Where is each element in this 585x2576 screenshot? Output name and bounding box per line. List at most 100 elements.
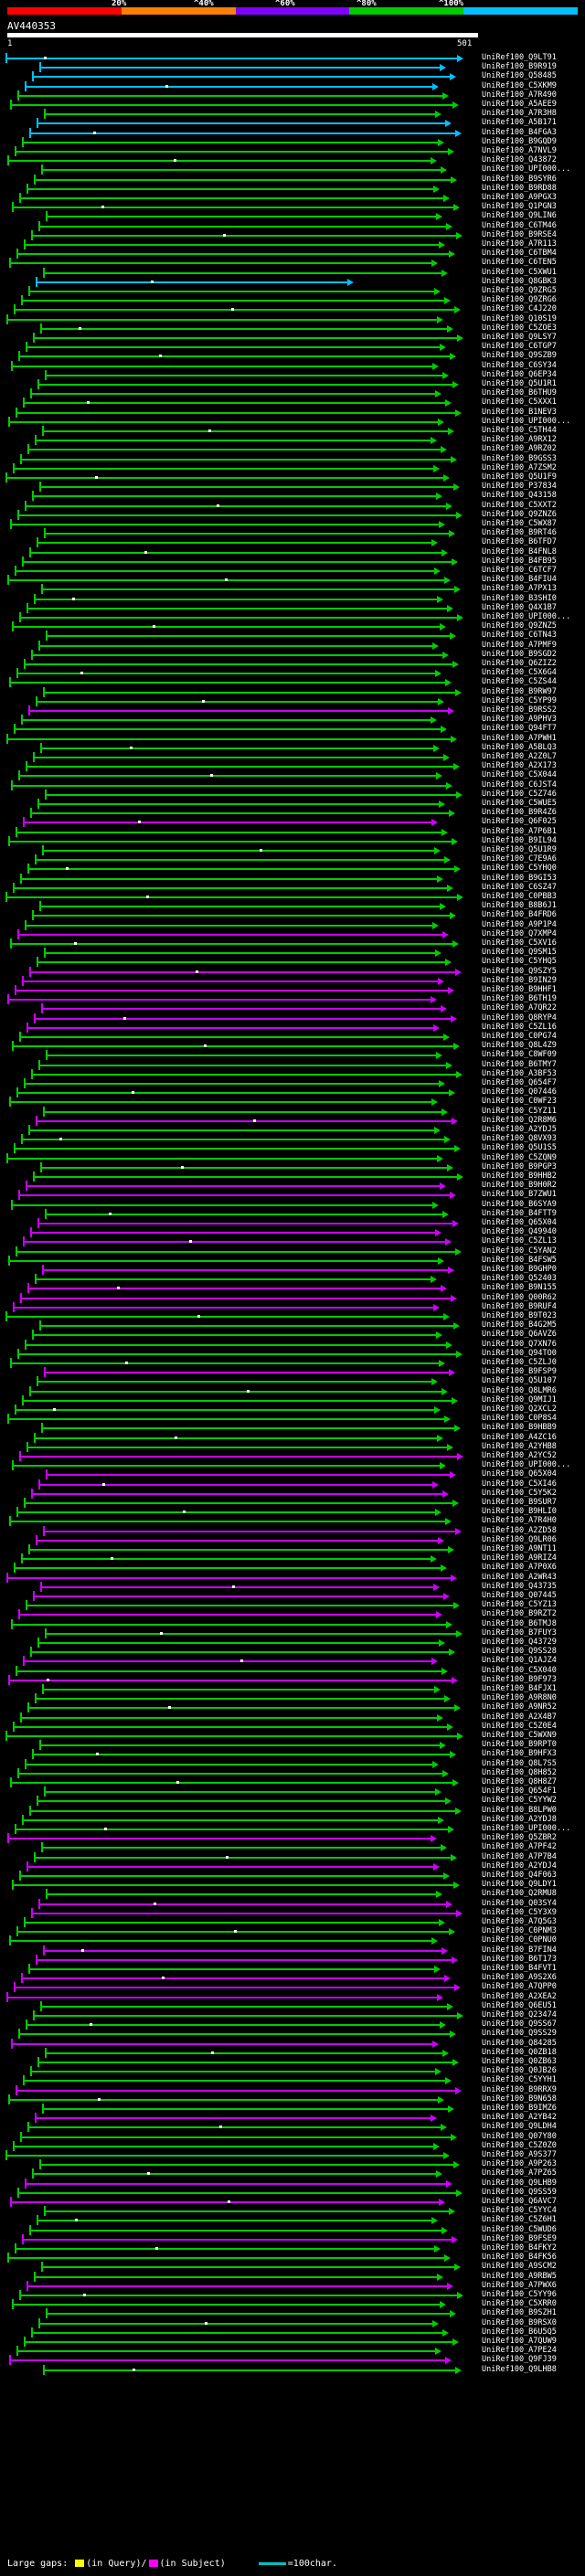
hit-name[interactable]: UniRef100_A9RZ02: [482, 444, 557, 454]
hit-row[interactable]: UniRef100_P37834: [0, 482, 585, 493]
hit-row[interactable]: UniRef100_A2YDJ4: [0, 1860, 585, 1871]
hit-name[interactable]: UniRef100_A2YDJ5: [482, 1125, 557, 1134]
hit-name[interactable]: UniRef100_Q4F063: [482, 1871, 557, 1880]
hit-name[interactable]: UniRef100_Q1AJZ4: [482, 1656, 557, 1666]
hit-row[interactable]: UniRef100_B9SYR6: [0, 174, 585, 185]
hit-row[interactable]: UniRef100_Q9LDH4: [0, 2122, 585, 2133]
hit-row[interactable]: UniRef100_B9IL94: [0, 835, 585, 846]
hit-row[interactable]: UniRef100_Q8L4Z9: [0, 1041, 585, 1052]
hit-row[interactable]: UniRef100_C6SY34: [0, 360, 585, 371]
hit-name[interactable]: UniRef100_A7NVL9: [482, 146, 557, 155]
hit-name[interactable]: UniRef100_B6SYA9: [482, 1199, 557, 1209]
hit-row[interactable]: UniRef100_C5WUE5: [0, 799, 585, 809]
hit-row[interactable]: UniRef100_B6U5Q5: [0, 2327, 585, 2337]
hit-row[interactable]: UniRef100_B9HHF1: [0, 985, 585, 995]
hit-row[interactable]: UniRef100_Q9SZY5: [0, 966, 585, 977]
hit-row[interactable]: UniRef100_B9FSE9: [0, 2233, 585, 2244]
hit-name[interactable]: UniRef100_B9RSX0: [482, 2317, 557, 2327]
hit-name[interactable]: UniRef100_A9PHV3: [482, 715, 557, 725]
hit-name[interactable]: UniRef100_C5YZ13: [482, 1600, 557, 1610]
hit-row[interactable]: UniRef100_Q5U1S5: [0, 1143, 585, 1154]
hit-name[interactable]: UniRef100_A2YB42: [482, 2113, 557, 2123]
hit-row[interactable]: UniRef100_B9RSE4: [0, 229, 585, 240]
hit-name[interactable]: UniRef100_Q9LR06: [482, 1534, 557, 1544]
hit-row[interactable]: UniRef100_C5XI46: [0, 1479, 585, 1489]
hit-row[interactable]: UniRef100_B9RSX0: [0, 2317, 585, 2328]
hit-name[interactable]: UniRef100_C5YZ11: [482, 1106, 557, 1116]
hit-name[interactable]: UniRef100_C0WF23: [482, 1097, 557, 1107]
hit-row[interactable]: UniRef100_C5Y5K2: [0, 1488, 585, 1499]
hit-row[interactable]: UniRef100_C7E9A6: [0, 854, 585, 865]
hit-row[interactable]: UniRef100_A5BLQ3: [0, 742, 585, 753]
hit-name[interactable]: UniRef100_Q52403: [482, 1274, 557, 1284]
hit-row[interactable]: UniRef100_C5ZS44: [0, 677, 585, 688]
hit-row[interactable]: UniRef100_Q6F025: [0, 817, 585, 828]
hit-name[interactable]: UniRef100_Q654F1: [482, 1786, 557, 1797]
hit-name[interactable]: UniRef100_Q9LDH4: [482, 2122, 557, 2132]
hit-row[interactable]: UniRef100_B9SUR7: [0, 1498, 585, 1508]
hit-name[interactable]: UniRef100_C5XXX1: [482, 398, 557, 408]
hit-name[interactable]: UniRef100_UPI000...: [482, 416, 571, 426]
hit-name[interactable]: UniRef100_B4FNL8: [482, 546, 557, 557]
hit-name[interactable]: UniRef100_C5XV16: [482, 938, 557, 948]
hit-name[interactable]: UniRef100_A4ZC16: [482, 1432, 557, 1442]
hit-row[interactable]: UniRef100_Q23474: [0, 2010, 585, 2020]
hit-name[interactable]: UniRef100_B4FTT9: [482, 1208, 557, 1218]
hit-name[interactable]: UniRef100_Q9SS59: [482, 2187, 557, 2197]
hit-name[interactable]: UniRef100_B6THU9: [482, 388, 557, 398]
hit-row[interactable]: UniRef100_Q654F7: [0, 1078, 585, 1088]
hit-name[interactable]: UniRef100_Q6AVZ6: [482, 1330, 557, 1340]
hit-name[interactable]: UniRef100_A7R490: [482, 90, 557, 100]
hit-name[interactable]: UniRef100_Q65X04: [482, 1469, 557, 1479]
hit-name[interactable]: UniRef100_Q9LSY7: [482, 333, 557, 342]
hit-name[interactable]: UniRef100_B9RZT2: [482, 1609, 557, 1619]
hit-name[interactable]: UniRef100_B9GSS3: [482, 453, 557, 463]
hit-name[interactable]: UniRef100_A9P263: [482, 2159, 557, 2169]
hit-row[interactable]: UniRef100_C5ZL13: [0, 1236, 585, 1247]
hit-row[interactable]: UniRef100_UPI000...: [0, 612, 585, 622]
hit-row[interactable]: UniRef100_Q84285: [0, 2038, 585, 2049]
hit-row[interactable]: UniRef100_C5XKM9: [0, 80, 585, 91]
hit-row[interactable]: UniRef100_C0PNU0: [0, 1935, 585, 1946]
hit-row[interactable]: UniRef100_Q8GBK3: [0, 276, 585, 287]
hit-row[interactable]: UniRef100_A2WR43: [0, 1572, 585, 1583]
hit-name[interactable]: UniRef100_A7PE24: [482, 2346, 557, 2356]
hit-name[interactable]: UniRef100_C5Y5K2: [482, 1488, 557, 1498]
hit-row[interactable]: UniRef100_Q52403: [0, 1274, 585, 1285]
hit-name[interactable]: UniRef100_A7PWX6: [482, 2280, 557, 2290]
hit-name[interactable]: UniRef100_Q8H8Z7: [482, 1777, 557, 1786]
hit-name[interactable]: UniRef100_Q9SM15: [482, 948, 557, 958]
hit-row[interactable]: UniRef100_Q9MIJ1: [0, 1394, 585, 1405]
hit-row[interactable]: UniRef100_C0WF23: [0, 1097, 585, 1108]
hit-name[interactable]: UniRef100_B9T023: [482, 1311, 557, 1320]
hit-name[interactable]: UniRef100_P37834: [482, 482, 557, 492]
hit-row[interactable]: UniRef100_C5TH44: [0, 426, 585, 436]
hit-name[interactable]: UniRef100_A7PZ65: [482, 2168, 557, 2178]
hit-name[interactable]: UniRef100_Q6AVC7: [482, 2197, 557, 2206]
hit-name[interactable]: UniRef100_Q65X04: [482, 1218, 557, 1227]
hit-row[interactable]: UniRef100_B4FGA3: [0, 127, 585, 138]
hit-row[interactable]: UniRef100_Q7XN76: [0, 1339, 585, 1350]
hit-name[interactable]: UniRef100_B6U5Q5: [482, 2327, 557, 2337]
hit-name[interactable]: UniRef100_C5X044: [482, 770, 557, 780]
hit-name[interactable]: UniRef100_A2WR43: [482, 1572, 557, 1582]
hit-row[interactable]: UniRef100_Q07446: [0, 1087, 585, 1098]
hit-name[interactable]: UniRef100_A7PX13: [482, 584, 557, 594]
hit-name[interactable]: UniRef100_A7R113: [482, 239, 557, 249]
hit-row[interactable]: UniRef100_A7Q5G3: [0, 1917, 585, 1927]
hit-row[interactable]: UniRef100_B9H0R2: [0, 1181, 585, 1192]
hit-row[interactable]: UniRef100_C0PNM3: [0, 1926, 585, 1937]
hit-row[interactable]: UniRef100_Q43735: [0, 1581, 585, 1592]
hit-row[interactable]: UniRef100_C5WUD6: [0, 2224, 585, 2235]
hit-row[interactable]: UniRef100_B6TFD7: [0, 537, 585, 548]
hit-row[interactable]: UniRef100_B1NEV3: [0, 407, 585, 418]
hit-row[interactable]: UniRef100_A5B171: [0, 118, 585, 129]
hit-row[interactable]: UniRef100_Q03SY4: [0, 1898, 585, 1909]
hit-name[interactable]: UniRef100_C5YP99: [482, 695, 557, 705]
hit-row[interactable]: UniRef100_A5AEE9: [0, 100, 585, 110]
hit-row[interactable]: UniRef100_C5X6G4: [0, 668, 585, 679]
hit-row[interactable]: UniRef100_Q5U1F9: [0, 472, 585, 482]
hit-row[interactable]: UniRef100_Q94FT7: [0, 724, 585, 735]
hit-row[interactable]: UniRef100_Q9SM15: [0, 948, 585, 959]
hit-row[interactable]: UniRef100_A9NT11: [0, 1544, 585, 1554]
